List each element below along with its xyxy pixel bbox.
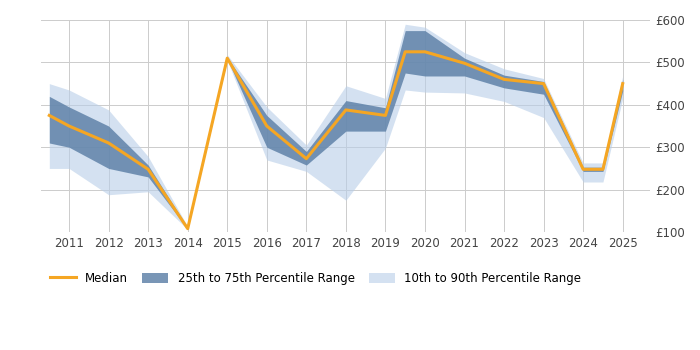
Legend: Median, 25th to 75th Percentile Range, 10th to 90th Percentile Range: Median, 25th to 75th Percentile Range, 1… [45, 267, 586, 290]
